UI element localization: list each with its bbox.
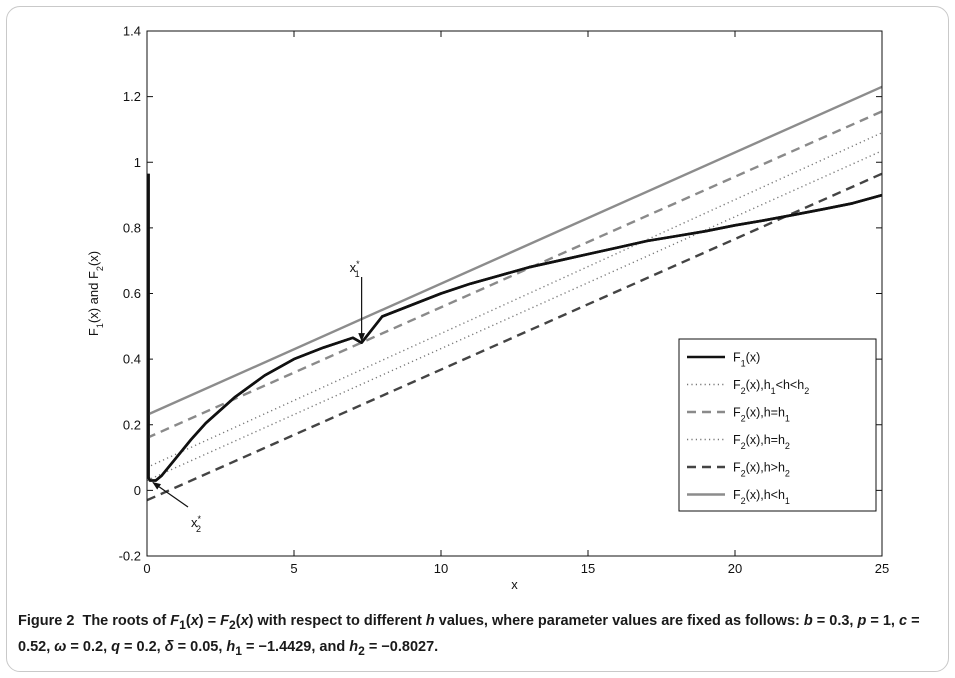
- annotation-label-x2: x* 2: [191, 514, 202, 534]
- legend-entry-6: F2(x),h<h1: [733, 488, 790, 506]
- legend-entry-5: F2(x),h>h2: [733, 461, 790, 479]
- y-axis-label: F1(x) and F2(x): [86, 251, 105, 336]
- legend-box: [678, 338, 877, 512]
- y-tick-label: 1: [134, 155, 141, 170]
- x-axis-label: x: [511, 577, 518, 592]
- caption-text: The roots of F1(x) = F2(x) with respect …: [18, 613, 920, 658]
- figure-label: Figure 2: [18, 613, 75, 629]
- series-line-6: [146, 85, 883, 416]
- x-tick-label: 20: [728, 561, 742, 576]
- x-tick-label: 10: [434, 561, 448, 576]
- y-tick-label: 0: [134, 483, 141, 498]
- series-line-f1-top: [147, 173, 883, 482]
- annotation-label-x1: x* 1: [350, 259, 361, 279]
- y-tick-label: 1.4: [123, 24, 141, 39]
- x-tick-label: 5: [290, 561, 297, 576]
- legend-entry-2: F2(x),h1<h<h2: [733, 378, 809, 396]
- y-tick-label: -0.2: [119, 549, 141, 564]
- annotation-arrow-x2: [152, 482, 189, 508]
- x-tick-label: 0: [143, 561, 150, 576]
- x-tick-label: 25: [875, 561, 889, 576]
- legend-entry-1: F1(x): [733, 351, 760, 369]
- figure-caption: Figure 2 The roots of F1(x) = F2(x) with…: [18, 610, 943, 662]
- x-tick-label: 15: [581, 561, 595, 576]
- y-tick-label: 0.8: [123, 220, 141, 235]
- y-tick-label: 1.2: [123, 89, 141, 104]
- legend-entry-3: F2(x),h=h1: [733, 406, 790, 424]
- y-tick-label: 0.6: [123, 286, 141, 301]
- legend-entry-4: F2(x),h=h2: [733, 433, 790, 451]
- y-tick-label: 0.4: [123, 352, 141, 367]
- y-tick-label: 0.2: [123, 417, 141, 432]
